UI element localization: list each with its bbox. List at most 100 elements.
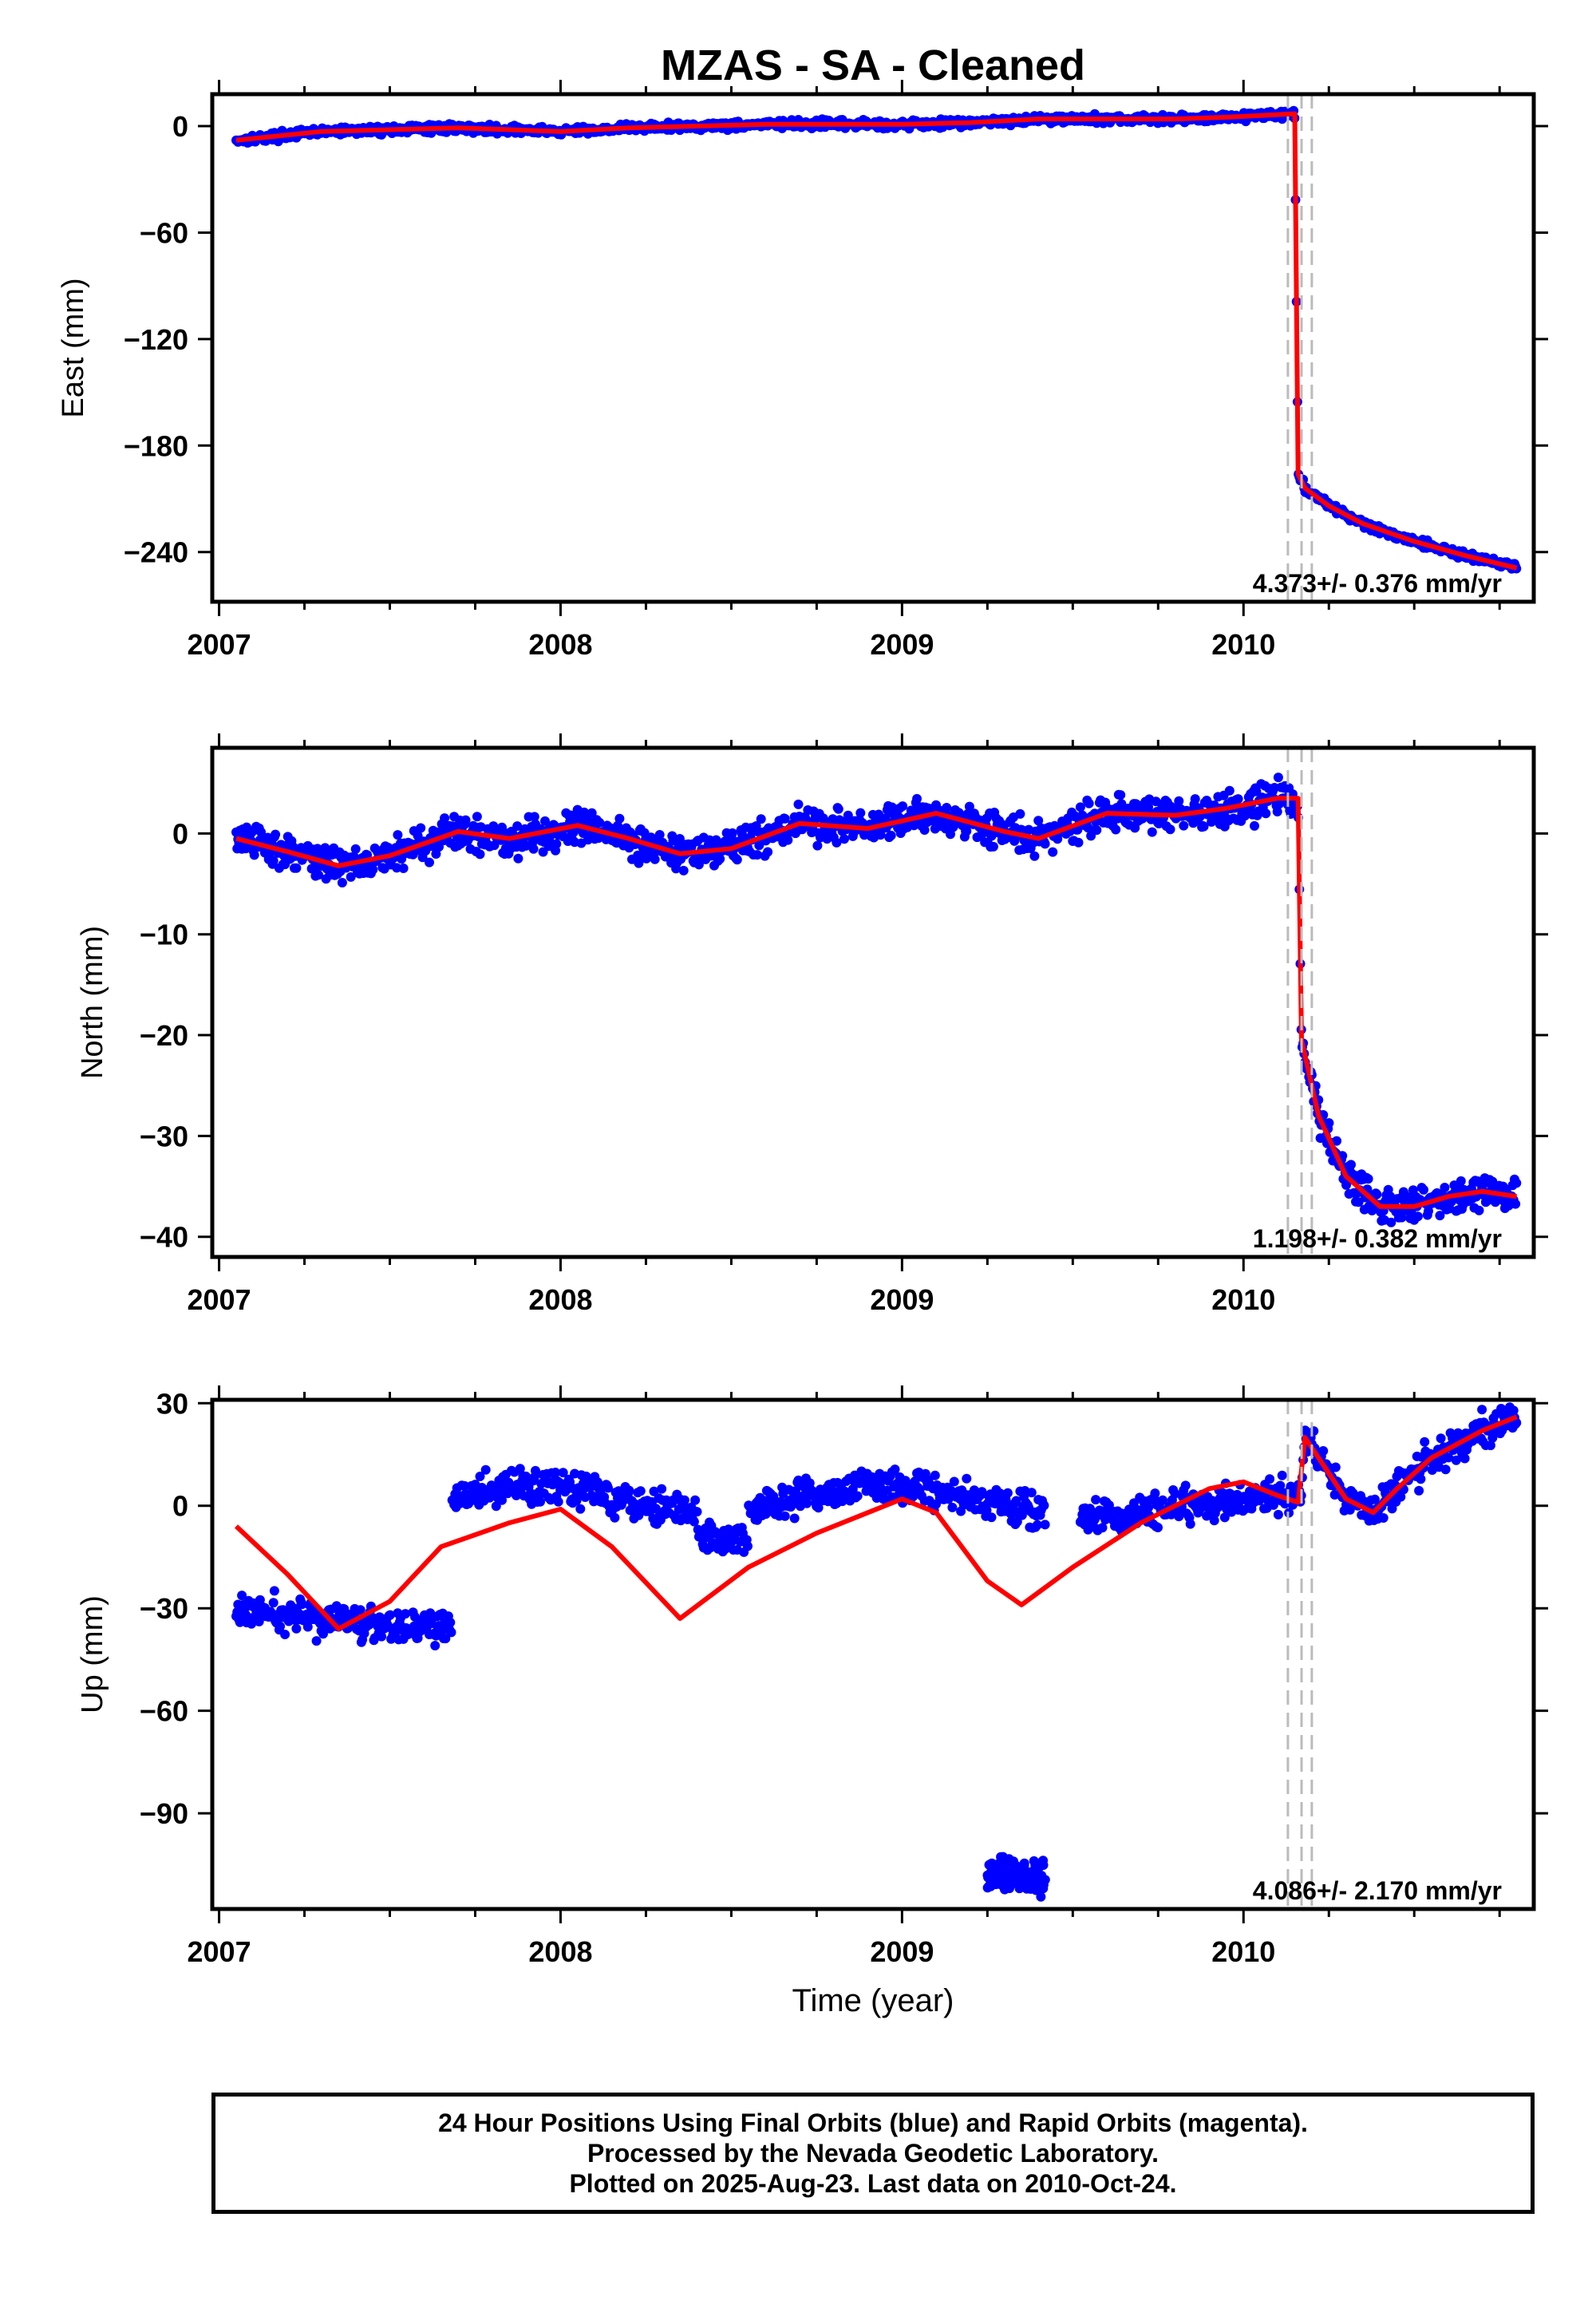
data-point [1273, 773, 1283, 783]
outlier-point [1019, 1858, 1029, 1868]
data-point [1207, 1496, 1218, 1506]
data-point [654, 830, 665, 840]
data-point [1511, 1199, 1521, 1209]
data-point [1233, 794, 1243, 804]
data-point [1199, 821, 1209, 832]
data-point [964, 801, 974, 812]
data-point [269, 1586, 279, 1596]
footer-box: 24 Hour Positions Using Final Orbits (bl… [211, 2093, 1535, 2214]
data-point [355, 1605, 365, 1615]
data-point [528, 844, 539, 854]
outlier-point [1025, 1884, 1036, 1894]
data-point [1435, 1211, 1445, 1221]
data-point [768, 1492, 779, 1501]
data-point [1275, 1480, 1286, 1491]
data-point [1219, 1512, 1230, 1523]
data-point [832, 837, 842, 848]
data-point [1402, 1192, 1412, 1202]
outlier-point [997, 1880, 1007, 1891]
data-point [540, 816, 550, 826]
data-point [1179, 820, 1189, 831]
data-point [1086, 1505, 1096, 1516]
x-tick-label: 2008 [528, 628, 592, 661]
y-axis-label: East (mm) [57, 278, 90, 417]
data-point [297, 1599, 307, 1610]
data-point [1444, 1452, 1454, 1463]
data-point [515, 1464, 525, 1474]
data-point [1440, 1464, 1451, 1475]
outlier-point [987, 1871, 998, 1882]
data-point [1424, 1206, 1433, 1216]
data-point [929, 816, 939, 827]
data-point [1091, 1495, 1101, 1505]
data-point [275, 1621, 286, 1631]
data-point [1508, 1405, 1519, 1416]
data-point [1363, 1174, 1373, 1184]
data-point [440, 1634, 451, 1644]
plot-frame [210, 745, 1536, 1259]
data-point [793, 799, 804, 809]
outlier-point [1036, 1891, 1046, 1902]
data-point [813, 1503, 824, 1513]
y-tick-label: 0 [172, 110, 188, 143]
data-point [271, 829, 281, 840]
x-tick-label: 2010 [1211, 628, 1275, 661]
data-point [1412, 1211, 1423, 1222]
data-point [1420, 1437, 1430, 1447]
data-point [930, 1470, 940, 1480]
outlier-point [1009, 1856, 1018, 1867]
data-point [1015, 808, 1025, 819]
data-point [1451, 1455, 1461, 1465]
data-point [425, 857, 434, 868]
data-point [1040, 1520, 1050, 1530]
data-point [446, 1627, 456, 1638]
data-point [812, 840, 823, 851]
data-point [460, 815, 471, 825]
data-point [1048, 847, 1058, 857]
plot-frame [210, 92, 1536, 604]
data-point [855, 808, 866, 818]
data-point [1485, 1441, 1495, 1451]
data-point [1144, 802, 1153, 812]
data-point [1147, 827, 1157, 837]
y-tick-label: −10 [140, 919, 188, 951]
data-point [318, 1629, 328, 1639]
data-point [947, 1502, 958, 1512]
data-point [1158, 1495, 1167, 1505]
data-point [732, 855, 742, 865]
data-point [1419, 1184, 1428, 1195]
outlier-point [986, 1881, 996, 1891]
data-point [1372, 1189, 1382, 1199]
data-point [385, 1610, 395, 1620]
y-tick-label: −240 [124, 536, 188, 569]
data-point [460, 1480, 470, 1491]
data-point [558, 1468, 568, 1478]
data-point [1324, 1118, 1334, 1128]
data-point [291, 1623, 302, 1634]
footer-line-1: 24 Hour Positions Using Final Orbits (bl… [438, 2109, 1308, 2137]
data-point [1332, 1136, 1341, 1146]
data-point [614, 813, 625, 824]
footer-line-3: Plotted on 2025-Aug-23. Last data on 201… [569, 2169, 1177, 2198]
data-point [657, 1484, 667, 1494]
data-point [337, 878, 347, 887]
data-point [689, 1516, 699, 1527]
data-point [430, 1641, 440, 1650]
data-point [489, 840, 500, 851]
data-point [727, 828, 737, 838]
data-point [256, 827, 267, 837]
data-point [649, 1486, 659, 1496]
data-point [314, 870, 323, 880]
y-tick-label: −180 [124, 429, 188, 462]
data-point [1084, 798, 1094, 808]
data-point [986, 1512, 997, 1523]
data-point [1456, 1176, 1466, 1186]
data-point [254, 1616, 264, 1626]
data-point [690, 1495, 701, 1505]
data-point [575, 1504, 586, 1514]
data-point [410, 1612, 420, 1622]
panel-3: 2007 2008 2009 2010 30 0 −30 −60 −90 Up (mm) 4.086… [76, 1385, 1548, 2018]
data-point [320, 843, 330, 853]
data-point [1002, 1488, 1013, 1498]
